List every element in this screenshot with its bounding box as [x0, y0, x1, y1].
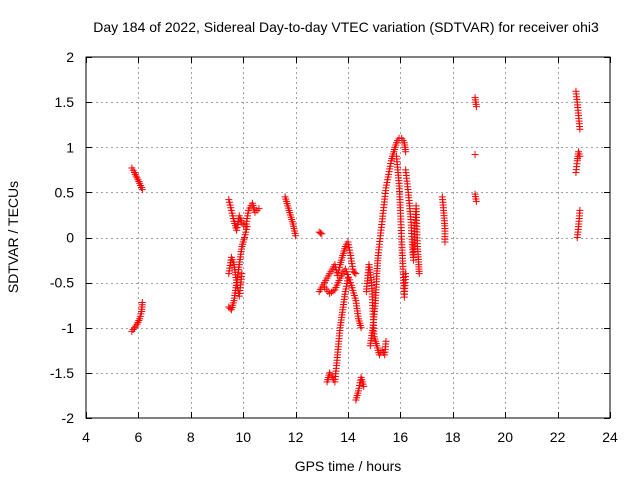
data-point — [131, 170, 139, 178]
data-point — [318, 230, 326, 238]
data-point — [415, 270, 423, 278]
data-point — [402, 270, 410, 278]
x-tick-label: 12 — [288, 429, 304, 445]
plot-frame — [85, 56, 611, 419]
data-point — [133, 320, 141, 328]
data-point — [238, 270, 246, 278]
data-point — [133, 174, 141, 182]
data-point — [344, 274, 352, 282]
x-tick-label: 16 — [393, 429, 409, 445]
data-point — [292, 232, 300, 240]
data-point — [132, 322, 140, 330]
data-point — [138, 298, 146, 306]
data-point — [243, 223, 251, 231]
gridlines — [86, 57, 610, 418]
chart-title: Day 184 of 2022, Sidereal Day-to-day VTE… — [93, 19, 599, 35]
data-point — [134, 176, 142, 184]
data-point — [471, 150, 479, 158]
y-tick-label: 2 — [66, 49, 74, 65]
y-tick-label: -1 — [62, 320, 75, 336]
x-axis-label: GPS time / hours — [295, 458, 402, 474]
axis-ticks: 4 6 8 10 12 14 16 18 20 22 24 -2 -1.5 -1 -0.5 0 0.5 1 1.5 2 — [50, 49, 618, 445]
y-axis-label: SDTVAR / TECUs — [5, 181, 21, 293]
data-point — [234, 221, 242, 229]
data-point — [233, 226, 241, 234]
data-point — [233, 223, 241, 231]
data-point — [138, 186, 146, 194]
data-point — [316, 229, 324, 237]
data-point — [576, 152, 584, 160]
data-point — [135, 178, 143, 186]
data-point — [352, 270, 360, 278]
y-tick-label: 0.5 — [55, 184, 75, 200]
data-point — [130, 169, 138, 177]
data-point — [329, 287, 337, 295]
data-point — [135, 317, 143, 325]
x-tick-label: 4 — [82, 429, 90, 445]
x-tick-label: 18 — [445, 429, 461, 445]
data-point — [130, 324, 138, 332]
data-point — [402, 148, 410, 156]
data-point — [128, 327, 136, 335]
data-point — [132, 172, 140, 180]
data-point — [382, 337, 390, 345]
x-tick-label: 24 — [602, 429, 618, 445]
data-point — [576, 125, 584, 133]
x-tick-label: 22 — [550, 429, 566, 445]
data-point — [441, 238, 449, 246]
y-tick-label: -0.5 — [50, 275, 74, 291]
x-tick-label: 8 — [187, 429, 195, 445]
data-point — [129, 326, 137, 334]
x-tick-label: 20 — [497, 429, 513, 445]
y-tick-label: 0 — [66, 230, 74, 246]
data-points — [128, 87, 584, 404]
data-point — [472, 197, 480, 205]
data-point — [472, 103, 480, 111]
data-point — [357, 324, 365, 332]
x-tick-label: 14 — [340, 429, 356, 445]
data-point — [134, 318, 142, 326]
y-tick-label: -2 — [62, 410, 75, 426]
y-tick-label: 1 — [66, 139, 74, 155]
y-tick-label: 1.5 — [55, 94, 75, 110]
x-tick-label: 10 — [235, 429, 251, 445]
data-point — [255, 205, 263, 213]
data-point — [576, 206, 584, 214]
x-tick-label: 6 — [135, 429, 143, 445]
data-point — [351, 269, 359, 277]
data-point — [360, 382, 368, 390]
y-tick-label: -1.5 — [50, 365, 74, 381]
